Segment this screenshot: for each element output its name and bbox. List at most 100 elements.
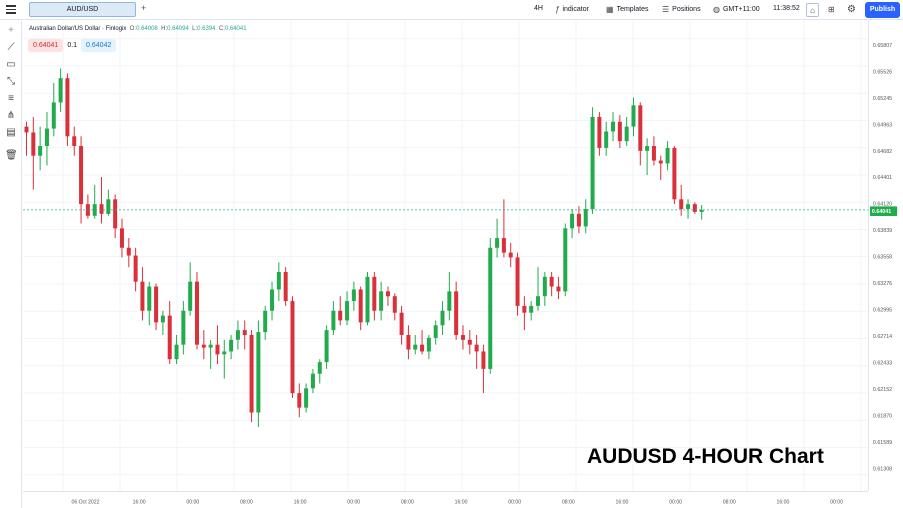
- candle-body: [304, 388, 309, 408]
- candle: [276, 262, 281, 302]
- candle-body: [372, 276, 377, 311]
- candle: [399, 305, 404, 345]
- candle-body: [420, 344, 425, 352]
- clock: 11:38:52: [773, 5, 800, 12]
- settings-button[interactable]: ⚙: [847, 4, 856, 15]
- candle: [611, 112, 616, 142]
- candle: [385, 286, 390, 306]
- time-tick-label: 16:00: [616, 499, 629, 505]
- candle-body: [583, 209, 588, 227]
- candle-body: [645, 146, 650, 151]
- crosshair-icon[interactable]: +: [8, 25, 14, 36]
- candle-body: [65, 78, 70, 137]
- candle-body: [556, 286, 561, 292]
- pitchfork-icon[interactable]: ⋔: [6, 110, 16, 121]
- templates-icon: ▦: [606, 5, 614, 14]
- templates-button[interactable]: ▦ Templates: [606, 5, 649, 14]
- candle-body: [515, 257, 520, 306]
- layout-button[interactable]: ⊞: [828, 5, 835, 14]
- candle: [426, 334, 431, 360]
- candle-body: [433, 325, 438, 338]
- candle-body: [379, 291, 384, 311]
- candle: [249, 330, 254, 423]
- trend-line-icon[interactable]: ⟋: [7, 42, 15, 53]
- price-tick-label: 0.65807: [873, 43, 892, 49]
- last-price-label: 0.64041: [872, 209, 891, 215]
- candle: [229, 334, 234, 360]
- candle-body: [167, 315, 172, 360]
- candle: [133, 247, 138, 292]
- candle: [331, 301, 336, 335]
- candle-body: [38, 146, 43, 156]
- candle: [420, 330, 425, 355]
- candle: [474, 334, 479, 369]
- candle: [365, 271, 370, 326]
- candle: [645, 138, 650, 176]
- candle-body: [454, 291, 459, 335]
- candle: [488, 238, 493, 374]
- candle-body: [140, 281, 145, 311]
- price-axis[interactable]: 0.65807 0.65526 0.65245 0.64963 0.64682 0.644…: [868, 21, 903, 491]
- sell-price-button[interactable]: 0.64041: [28, 39, 64, 52]
- text-note-icon[interactable]: ▤: [6, 127, 16, 138]
- price-tick-label: 0.65526: [873, 69, 892, 75]
- candle-body: [229, 339, 234, 352]
- candle: [406, 325, 411, 360]
- rectangle-icon[interactable]: ▭: [6, 59, 16, 70]
- candle: [501, 199, 506, 258]
- candle: [345, 291, 350, 326]
- candle: [188, 262, 193, 316]
- candle: [174, 334, 179, 365]
- spread-value: 0.1: [67, 42, 78, 49]
- candle-body: [324, 330, 329, 363]
- candle: [583, 199, 588, 234]
- symbol-tab[interactable]: AUD/USD: [29, 2, 136, 17]
- candle-body: [522, 305, 527, 313]
- candle: [563, 223, 568, 297]
- candle-body: [447, 291, 452, 311]
- price-chart[interactable]: [23, 21, 868, 491]
- candle-body: [270, 289, 275, 311]
- candle-body: [160, 315, 165, 323]
- price-tick-label: 0.64401: [873, 175, 892, 181]
- candle-body: [392, 296, 397, 313]
- candle: [522, 296, 527, 331]
- chart-legend: Australian Dollar/US Dollar · Finlogix O…: [29, 26, 247, 32]
- add-tab-button[interactable]: +: [141, 3, 147, 13]
- candle-body: [495, 238, 500, 248]
- candle-body: [399, 312, 404, 335]
- menu-icon[interactable]: [6, 5, 16, 14]
- candle-body: [529, 305, 534, 313]
- candle: [556, 276, 561, 300]
- candle: [508, 242, 513, 268]
- time-tick-label: 00:00: [186, 499, 199, 505]
- horizontal-lines-icon[interactable]: ≡: [8, 93, 14, 104]
- candle: [324, 325, 329, 369]
- candle: [235, 320, 240, 350]
- candle-body: [249, 334, 254, 413]
- candle: [160, 310, 165, 335]
- candle-body: [106, 199, 111, 214]
- candle: [167, 301, 172, 365]
- candle-body: [317, 362, 322, 374]
- candle-body: [133, 255, 138, 282]
- drawing-mode-button[interactable]: ⌂: [806, 3, 819, 17]
- globe-icon: ◍: [713, 5, 720, 14]
- buy-price-button[interactable]: 0.64042: [81, 39, 117, 52]
- candle: [597, 112, 602, 156]
- candle-body: [79, 146, 84, 205]
- candle-body: [126, 247, 131, 256]
- candle-body: [686, 204, 691, 209]
- time-tick-label: 08:00: [723, 499, 736, 505]
- positions-button[interactable]: ☰ Positions: [662, 5, 701, 14]
- timezone-button[interactable]: ◍ GMT+11:00: [713, 5, 760, 14]
- indicator-button[interactable]: ƒ indicator: [555, 5, 589, 14]
- timeframe-button[interactable]: 4H: [534, 5, 543, 12]
- high-label: H:: [161, 26, 168, 32]
- price-tick-label: 0.64963: [873, 122, 892, 128]
- trash-icon[interactable]: 🗑: [5, 150, 18, 161]
- ruler-icon[interactable]: ⤡: [7, 76, 15, 87]
- fx-icon: ƒ: [555, 5, 560, 14]
- time-axis[interactable]: 06 Oct 2022 16:00 00:00 08:00 16:00 00:00 08:0…: [23, 491, 868, 508]
- publish-button[interactable]: Publish: [865, 2, 900, 18]
